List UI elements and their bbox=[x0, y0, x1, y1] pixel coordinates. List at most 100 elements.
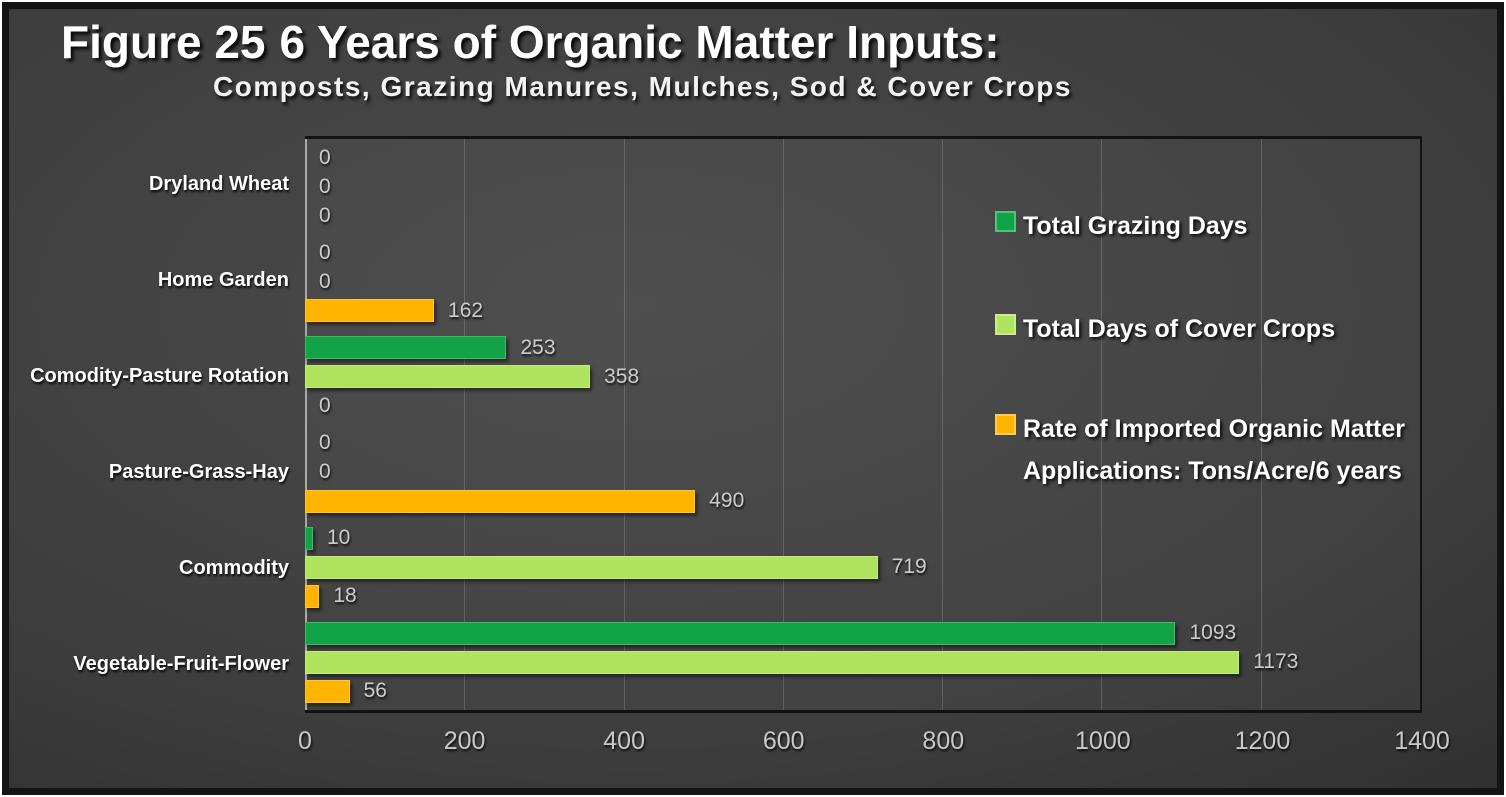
category-label: Home Garden bbox=[157, 268, 289, 291]
category-label-cell: Home Garden bbox=[9, 232, 301, 328]
bar-row: 56 bbox=[305, 679, 1420, 703]
title-text: 6 Years of Organic Matter Inputs: bbox=[279, 16, 1000, 68]
bar-row: 10 bbox=[305, 526, 1420, 550]
data-label: 0 bbox=[319, 240, 331, 264]
bar-row: 0 bbox=[305, 270, 1420, 293]
category-label: Pasture-Grass-Hay bbox=[108, 461, 289, 484]
legend-item: Total Grazing Days bbox=[995, 205, 1248, 247]
bar-rate-of-imported bbox=[305, 679, 350, 703]
legend-item: Total Days of Cover Crops bbox=[995, 308, 1335, 350]
x-tick-label: 0 bbox=[298, 727, 312, 755]
legend-swatch-icon bbox=[995, 414, 1016, 435]
bar-total-days-of bbox=[305, 555, 878, 579]
x-tick-label: 1000 bbox=[1075, 727, 1131, 755]
data-label: 1093 bbox=[1189, 621, 1237, 645]
bar-rate-of-imported bbox=[305, 299, 435, 323]
bar-row: 0 bbox=[305, 431, 1420, 455]
data-label: 0 bbox=[319, 203, 331, 227]
data-label: 0 bbox=[319, 460, 331, 484]
gridline-600 bbox=[782, 139, 784, 710]
band-home-garden: 0 0 162 bbox=[305, 234, 1420, 329]
x-tick-label: 600 bbox=[762, 727, 805, 755]
chart-subtitle: Composts, Grazing Manures, Mulches, Sod … bbox=[213, 71, 1072, 102]
legend-item: Rate of Imported Organic Matter Applicati… bbox=[995, 408, 1405, 492]
data-label: 56 bbox=[363, 679, 387, 703]
legend-label-line: Applications: Tons/Acre/6 years bbox=[1023, 457, 1402, 485]
data-label: 0 bbox=[319, 145, 331, 169]
gridline-1000 bbox=[1101, 139, 1103, 710]
data-label: 0 bbox=[319, 431, 331, 455]
gridline-200 bbox=[464, 139, 466, 710]
x-axis-tick-labels: 0 200 400 600 800 1000 1200 1400 bbox=[298, 727, 1450, 767]
bar-row: 719 bbox=[305, 555, 1420, 579]
data-label: 10 bbox=[326, 526, 351, 550]
category-label-cell: Pasture-Grass-Hay bbox=[9, 425, 301, 521]
legend-label: Rate of Imported Organic Matter Applicati… bbox=[1023, 408, 1405, 492]
title-block: Figure 25 6 Years of Organic Matter Input… bbox=[61, 15, 1361, 103]
bar-row: 253 bbox=[305, 335, 1420, 360]
category-label: Dryland Wheat bbox=[148, 172, 289, 195]
bar-rate-of-imported bbox=[305, 584, 320, 608]
bar-row: 1093 bbox=[305, 621, 1420, 645]
legend-swatch-icon bbox=[995, 211, 1016, 232]
category-axis-labels: Dryland Wheat Home Garden Comodity-Pasture… bbox=[9, 136, 301, 713]
band-commodity: 10 719 18 bbox=[305, 520, 1420, 615]
x-tick-label: 400 bbox=[603, 727, 645, 755]
x-tick-label: 1400 bbox=[1394, 727, 1450, 755]
category-label-cell: Comodity-Pasture Rotation bbox=[9, 328, 301, 424]
gridline-400 bbox=[623, 139, 625, 710]
category-label-cell: Commodity bbox=[9, 521, 301, 617]
legend-label-line: Total Grazing Days bbox=[1023, 212, 1248, 240]
data-label: 0 bbox=[319, 393, 331, 417]
category-label: Comodity-Pasture Rotation bbox=[30, 364, 289, 387]
legend-label-line: Rate of Imported Organic Matter bbox=[1023, 415, 1405, 443]
data-label: 1173 bbox=[1253, 650, 1299, 674]
category-label-cell: Dryland Wheat bbox=[9, 136, 301, 232]
bar-row: 490 bbox=[305, 489, 1420, 513]
bar-row: 0 bbox=[305, 460, 1420, 484]
x-tick-label: 1200 bbox=[1234, 727, 1291, 755]
legend-label-line: Total Days of Cover Crops bbox=[1023, 315, 1336, 343]
bar-row: 18 bbox=[305, 584, 1420, 608]
gridline-800 bbox=[942, 139, 944, 710]
bar-row: 0 bbox=[305, 204, 1420, 227]
bar-total-grazing-days bbox=[305, 336, 507, 360]
data-label: 490 bbox=[709, 489, 745, 513]
plot-area: 0 0 0 0 0 162 253 358 0 0 0 490 10 719 18 1093 1173 56 bbox=[305, 136, 1422, 713]
data-label: 253 bbox=[520, 335, 556, 359]
legend-swatch-icon bbox=[995, 314, 1016, 335]
category-label-cell: Vegetable-Fruit-Flower bbox=[9, 617, 301, 713]
bar-row: 358 bbox=[305, 364, 1420, 389]
data-label: 162 bbox=[448, 298, 484, 322]
bar-rate-of-imported bbox=[305, 489, 696, 513]
x-tick-label: 800 bbox=[922, 727, 965, 755]
data-label: 0 bbox=[319, 269, 331, 293]
gridline-1200 bbox=[1260, 139, 1262, 710]
bar-row: 0 bbox=[305, 394, 1420, 417]
bar-total-days-of bbox=[305, 365, 591, 389]
data-label: 0 bbox=[319, 174, 331, 198]
legend-label: Total Grazing Days bbox=[1023, 205, 1248, 247]
legend-label: Total Days of Cover Crops bbox=[1023, 308, 1335, 350]
data-label: 719 bbox=[891, 555, 927, 579]
legend: Total Grazing Days Total Days of Cover Cr… bbox=[995, 205, 1495, 525]
chart-title: Figure 25 6 Years of Organic Matter Input… bbox=[61, 15, 1361, 69]
data-label: 358 bbox=[604, 364, 640, 388]
band-dryland-wheat: 0 0 0 bbox=[305, 139, 1420, 234]
band-comodity-pasture-rotation: 253 358 0 bbox=[305, 329, 1420, 424]
bar-total-days-of bbox=[305, 650, 1240, 674]
bar-total-grazing-days bbox=[305, 621, 1176, 645]
bar-row: 0 bbox=[305, 146, 1420, 169]
band-pasture-grass-hay: 0 0 490 bbox=[305, 425, 1420, 520]
data-label: 18 bbox=[333, 584, 357, 608]
chart-canvas: Figure 25 6 Years of Organic Matter Input… bbox=[9, 9, 1497, 788]
category-label: Commodity bbox=[179, 557, 289, 580]
category-label: Vegetable-Fruit-Flower bbox=[73, 653, 289, 676]
bar-row: 0 bbox=[305, 175, 1420, 198]
y-axis-line bbox=[305, 139, 307, 710]
band-vegetable-fruit-flower: 1093 1173 56 bbox=[305, 615, 1420, 710]
x-tick-label: 200 bbox=[443, 727, 486, 755]
bar-bands: 0 0 0 0 0 162 253 358 0 0 0 490 10 719 18 1093 1173 56 bbox=[305, 139, 1420, 710]
figure-label: Figure 25 bbox=[61, 16, 266, 68]
